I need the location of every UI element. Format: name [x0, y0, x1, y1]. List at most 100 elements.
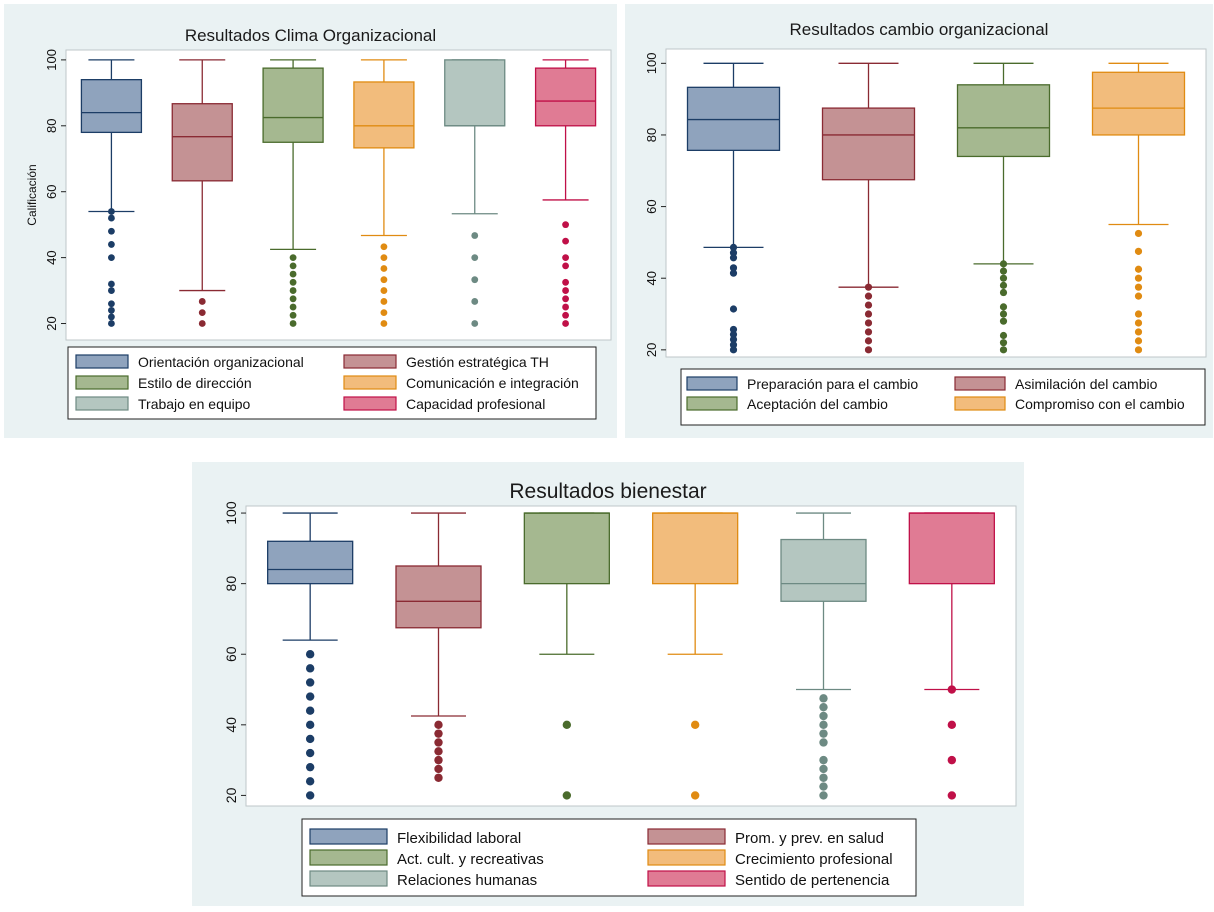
- chart-panel-clima: Resultados Clima Organizacional 20 40 60 80 1…: [4, 4, 617, 438]
- legend-swatch: [309, 849, 388, 866]
- outlier-point: [380, 243, 388, 251]
- outlier-point: [562, 295, 569, 303]
- outlier-point: [108, 300, 115, 308]
- outlier-point: [729, 325, 738, 334]
- outlier-point: [1134, 229, 1143, 238]
- y-tick-label: 60: [223, 646, 239, 662]
- outlier-point: [819, 694, 828, 703]
- legend-entry: Prom. y prev. en salud: [735, 830, 884, 847]
- outlier-point: [108, 214, 115, 222]
- box-iqr: [652, 512, 739, 585]
- legend-swatch: [954, 396, 1006, 411]
- plot-area: [245, 505, 1017, 807]
- outlier-point: [1134, 274, 1143, 282]
- outlier-point: [999, 281, 1008, 289]
- y-tick-label: 40: [644, 271, 659, 285]
- outlier-point: [289, 295, 297, 303]
- outlier-point: [690, 720, 700, 730]
- chart-svg: Resultados cambio organizacional 20 40 60 80…: [644, 20, 1207, 426]
- outlier-point: [380, 320, 388, 327]
- outlier-point: [729, 335, 738, 344]
- outlier-point: [864, 301, 873, 309]
- box-4: [1091, 62, 1186, 354]
- outlier-point: [305, 678, 315, 687]
- legend-entry: Preparación para el cambio: [747, 376, 918, 392]
- outlier-point: [819, 720, 828, 730]
- chart-title: Resultados bienestar: [509, 480, 706, 503]
- outlier-point: [729, 269, 738, 277]
- outlier-point: [562, 237, 569, 245]
- outlier-point: [1134, 310, 1143, 318]
- outlier-point: [380, 287, 388, 294]
- legend-swatch: [309, 870, 388, 887]
- outlier-point: [819, 738, 828, 747]
- box-iqr: [821, 107, 916, 181]
- legend-entry: Orientación organizacional: [138, 354, 304, 370]
- legend-entry: Aceptación del cambio: [747, 396, 888, 412]
- outlier-point: [562, 303, 569, 311]
- box-iqr: [780, 538, 867, 602]
- outlier-point: [819, 764, 828, 774]
- outlier-point: [999, 339, 1008, 347]
- legend-swatch: [343, 354, 397, 369]
- outlier-point: [1134, 247, 1143, 255]
- legend-box: [67, 346, 597, 420]
- outlier-point: [434, 738, 443, 747]
- legend-entry: Compromiso con el cambio: [1015, 396, 1185, 412]
- outlier-point: [562, 287, 569, 294]
- outlier-point: [864, 319, 873, 327]
- outlier-point: [471, 298, 479, 305]
- outlier-point: [471, 254, 479, 262]
- legend-swatch: [647, 870, 726, 887]
- outlier-point: [1134, 292, 1143, 300]
- outlier-point: [380, 309, 388, 317]
- box-iqr: [956, 84, 1051, 158]
- box-iqr: [353, 81, 415, 149]
- outlier-point: [999, 310, 1008, 318]
- y-tick-label: 80: [44, 119, 59, 133]
- outlier-point: [999, 274, 1008, 282]
- outlier-point: [108, 280, 115, 288]
- outlier-point: [819, 729, 828, 738]
- y-tick-label: 40: [223, 717, 239, 733]
- outlier-point: [562, 221, 569, 229]
- y-tick-label: 100: [223, 501, 239, 525]
- outlier-point: [947, 791, 957, 800]
- legend-entry: Asimilación del cambio: [1015, 376, 1158, 392]
- outlier-point: [729, 330, 738, 339]
- legend-entry: Trabajo en equipo: [138, 396, 251, 412]
- outlier-point: [947, 720, 957, 730]
- outlier-point: [305, 762, 315, 772]
- outlier-point: [562, 311, 569, 319]
- legend-entry: Comunicación e integración: [406, 375, 579, 391]
- box-3: [956, 62, 1051, 354]
- outlier-point: [562, 720, 572, 730]
- legend-swatch: [75, 396, 129, 411]
- outlier-point: [1134, 346, 1143, 354]
- outlier-point: [562, 791, 572, 800]
- y-tick-label: 100: [44, 49, 59, 71]
- box-iqr: [444, 59, 506, 127]
- plot-area: [65, 49, 612, 341]
- outlier-point: [305, 791, 315, 800]
- outlier-point: [108, 241, 115, 248]
- outlier-point: [1134, 319, 1143, 327]
- legend-swatch: [686, 376, 738, 391]
- outlier-point: [434, 747, 443, 756]
- legend-box: [680, 368, 1206, 426]
- outlier-point: [1134, 337, 1143, 345]
- outlier-point: [562, 278, 569, 286]
- outlier-point: [999, 331, 1008, 340]
- outlier-point: [999, 260, 1008, 268]
- outlier-point: [380, 276, 388, 284]
- outlier-point: [289, 320, 297, 327]
- box-6: [908, 512, 995, 800]
- outlier-point: [729, 341, 738, 349]
- outlier-point: [305, 692, 315, 701]
- box-iqr: [686, 86, 781, 152]
- legend-swatch: [647, 828, 726, 845]
- legend-swatch: [647, 849, 726, 866]
- legend-swatch: [954, 376, 1006, 391]
- outlier-point: [471, 276, 479, 284]
- box-4: [353, 59, 415, 327]
